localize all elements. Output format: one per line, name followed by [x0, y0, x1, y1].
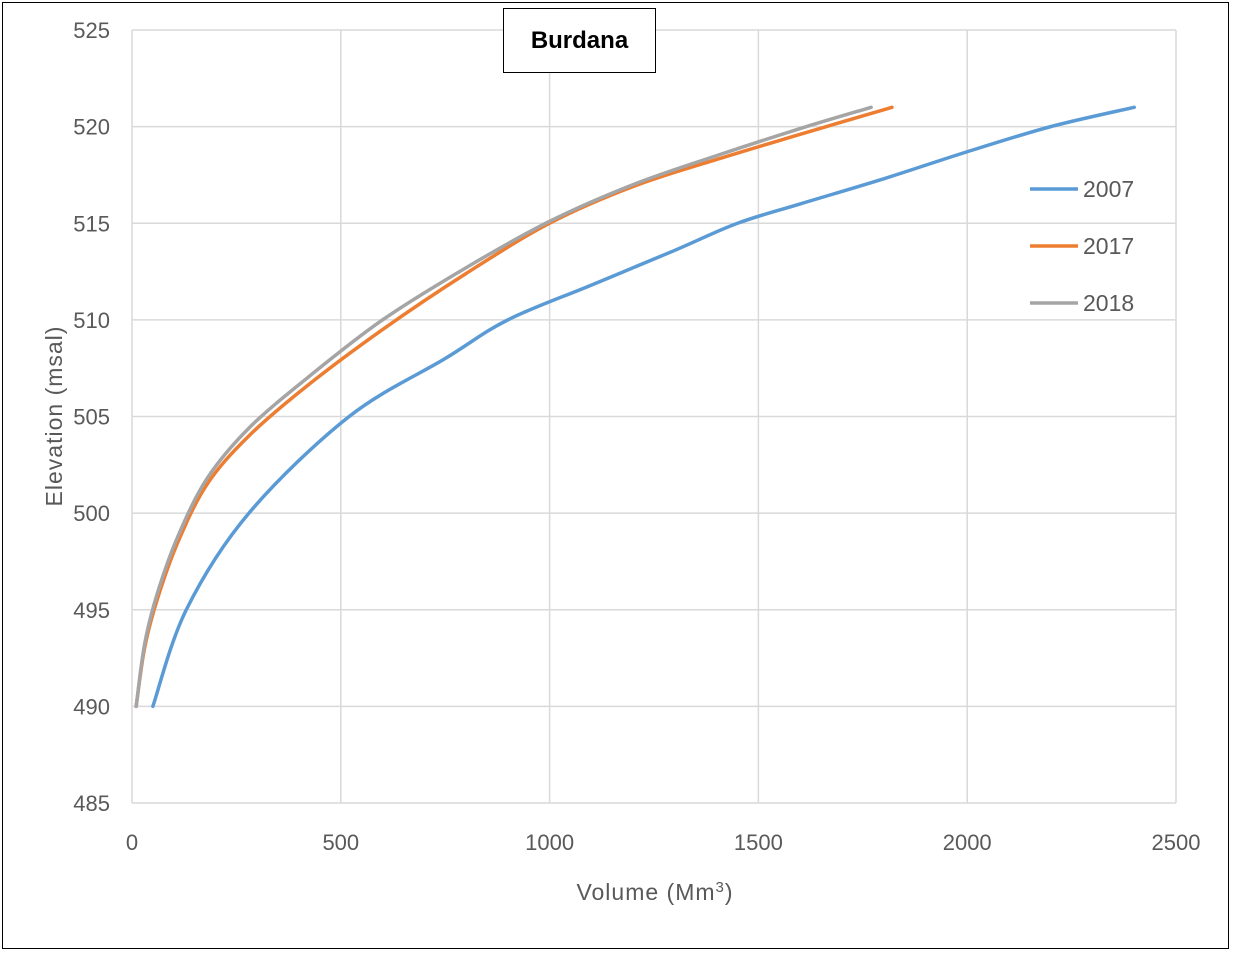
y-tick-label-6: 515	[73, 211, 110, 236]
y-tick-labels: 485 490 495 500 505 510 515 520 525	[73, 18, 110, 816]
x-tick-label-5: 2500	[1152, 830, 1201, 855]
legend-label-2007: 2007	[1083, 176, 1134, 202]
x-tick-labels: 0 500 1000 1500 2000 2500	[126, 830, 1201, 855]
y-tick-label-4: 505	[73, 405, 110, 430]
legend-label-2018: 2018	[1083, 290, 1134, 316]
y-tick-label-0: 485	[73, 791, 110, 816]
x-tick-label-0: 0	[126, 830, 138, 855]
x-tick-label-1: 500	[322, 830, 359, 855]
series-line-2017	[134, 105, 894, 709]
grid-lines	[131, 29, 1177, 804]
y-tick-label-3: 500	[73, 501, 110, 526]
series-line-2007	[151, 105, 1136, 709]
series-line-2018	[134, 105, 873, 709]
y-tick-label-5: 510	[73, 308, 110, 333]
series-lines	[134, 105, 1136, 709]
y-tick-label-7: 520	[73, 115, 110, 140]
legend: 2007 2017 2018	[1030, 176, 1134, 316]
x-axis-title: Volume (Mm3)	[576, 879, 733, 906]
x-tick-label-2: 1000	[525, 830, 574, 855]
x-tick-label-4: 2000	[943, 830, 992, 855]
x-tick-label-3: 1500	[734, 830, 783, 855]
y-tick-label-1: 490	[73, 694, 110, 719]
y-tick-label-2: 495	[73, 598, 110, 623]
chart-title: Burdana	[503, 8, 656, 73]
legend-label-2017: 2017	[1083, 233, 1134, 259]
y-tick-label-8: 525	[73, 18, 110, 43]
y-axis-title: Elevation (msal)	[41, 326, 67, 507]
